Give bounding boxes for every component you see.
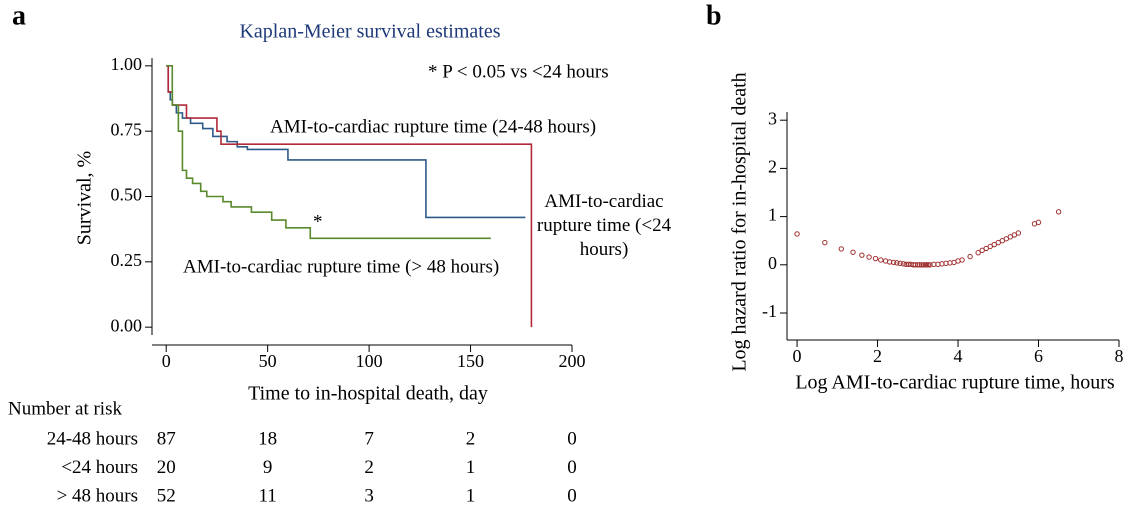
point — [850, 249, 856, 255]
panel-label: b — [706, 0, 722, 31]
point — [923, 262, 930, 268]
risk-count: 1 — [466, 457, 476, 478]
survival-curve — [166, 65, 533, 328]
risk-count: 20 — [157, 457, 176, 478]
point — [967, 253, 973, 260]
series-label: AMI-to-cardiac rupture time (> 48 hours) — [183, 256, 499, 277]
point — [890, 259, 897, 266]
risk-table-title: Number at risk — [8, 398, 122, 419]
point — [925, 262, 931, 268]
series-label: AMI-to-cardiac rupture time (24-48 hours… — [270, 116, 596, 137]
panel-label: a — [12, 0, 26, 31]
y-tick-label: 0.00 — [111, 315, 143, 335]
y-tick-label: 1.00 — [111, 54, 143, 74]
risk-count: 9 — [263, 457, 273, 478]
x-tick-label: 8 — [1115, 346, 1124, 366]
y-tick-label: 0 — [768, 253, 777, 273]
y-tick-label: 1 — [768, 205, 777, 225]
x-tick-label: 0 — [162, 351, 171, 371]
point — [822, 239, 828, 246]
chart-title: Kaplan-Meier survival estimates — [239, 21, 500, 43]
y-tick-label: 0.25 — [111, 250, 143, 270]
point — [1015, 230, 1022, 236]
risk-row-label: > 48 hours — [57, 485, 138, 506]
risk-count: 18 — [258, 428, 277, 449]
risk-count: 52 — [157, 485, 176, 506]
risk-count: 0 — [567, 457, 577, 478]
point — [900, 261, 907, 267]
x-axis-label: Log AMI-to-cardiac rupture time, hours — [795, 372, 1115, 394]
y-axis-label: Survival, % — [74, 151, 96, 245]
x-tick-label: 0 — [793, 346, 802, 366]
point — [897, 260, 903, 267]
point — [918, 262, 925, 268]
y-tick-label: 2 — [768, 157, 777, 177]
risk-count: 0 — [567, 485, 577, 506]
point — [975, 250, 981, 256]
y-tick-label: 3 — [768, 108, 777, 128]
x-tick-label: 2 — [873, 346, 882, 366]
risk-count: 2 — [364, 457, 374, 478]
point — [878, 257, 884, 263]
y-tick-label: 0.50 — [111, 185, 143, 205]
x-tick-label: 100 — [356, 351, 383, 371]
x-tick-label: 50 — [259, 351, 277, 371]
x-tick-label: 150 — [457, 351, 484, 371]
series-label: AMI-to-cardiac rupture time (<24 hours) — [536, 191, 672, 260]
x-tick-label: 200 — [559, 351, 586, 371]
annotation: * P < 0.05 vs <24 hours — [428, 61, 609, 82]
y-tick-label: -1 — [762, 301, 777, 321]
point — [866, 254, 872, 260]
point — [894, 260, 900, 266]
survival-curve — [166, 65, 491, 240]
x-tick-label: 4 — [954, 346, 963, 366]
risk-row-label: 24-48 hours — [47, 428, 138, 449]
risk-count: 1 — [466, 485, 476, 506]
marker-text: * — [313, 211, 323, 232]
point — [915, 262, 921, 268]
survival-curve — [166, 65, 526, 219]
y-tick-label: 0.75 — [111, 119, 143, 139]
point — [794, 231, 800, 237]
risk-count: 2 — [466, 428, 476, 449]
point — [872, 255, 879, 262]
risk-count: 3 — [364, 485, 374, 506]
x-tick-label: 6 — [1034, 346, 1043, 366]
point — [859, 252, 865, 258]
risk-count: 7 — [364, 428, 374, 449]
x-axis-label: Time to in-hospital death, day — [248, 383, 488, 405]
risk-count: 11 — [259, 485, 277, 506]
point — [1055, 209, 1062, 215]
y-axis-label: Log hazard ratio for in-hospital death — [729, 72, 751, 371]
risk-count: 0 — [567, 428, 577, 449]
point — [1035, 219, 1042, 226]
point — [959, 257, 965, 263]
risk-count: 87 — [157, 428, 176, 449]
point — [838, 246, 845, 252]
risk-row-label: <24 hours — [61, 457, 138, 478]
